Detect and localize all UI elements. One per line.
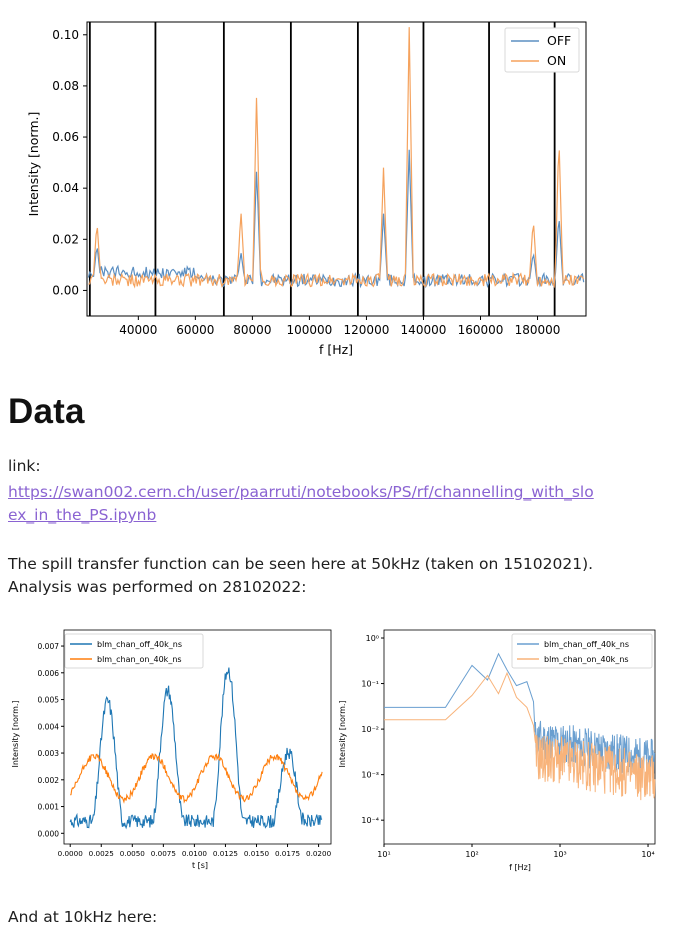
y-axis-label: Intensity [norm.] xyxy=(11,700,20,767)
plot-frame xyxy=(383,629,656,845)
y-tick-label-1: 0.001 xyxy=(38,803,60,812)
series-on xyxy=(88,27,585,289)
y-tick-label-3: 10⁻³ xyxy=(361,771,379,780)
link-line-1: https://swan002.cern.ch/user/paarruti/no… xyxy=(8,483,594,501)
spectrum-chart: 40000 60000 80000 100000 120000 140000 160000 1… xyxy=(26,21,587,357)
para-line-1: The spill transfer function can be seen … xyxy=(8,555,594,573)
x-tick-label-3: 10⁴ xyxy=(641,850,654,859)
x-tick-label-8: 0.0200 xyxy=(306,849,332,858)
notebook-link[interactable]: https://swan002.cern.ch/user/paarruti/no… xyxy=(8,483,594,524)
x-tick-label-6: 160000 xyxy=(458,323,504,337)
x-tick-label-2: 0.0050 xyxy=(120,849,146,858)
x-tick-label-0: 0.0000 xyxy=(58,849,84,858)
y-tick-label-1: 0.02 xyxy=(52,232,79,246)
x-axis-label: f [Hz] xyxy=(319,342,353,357)
legend: blm_chan_off_40k_ns blm_chan_on_40k_ns xyxy=(511,633,653,669)
y-tick-label-4: 10⁻⁴ xyxy=(361,816,379,825)
x-tick-label-0: 40000 xyxy=(119,323,157,337)
y-tick-label-0: 0.000 xyxy=(38,829,60,838)
paragraph-transfer: The spill transfer function can be seen … xyxy=(8,553,593,599)
x-tick-label-4: 120000 xyxy=(344,323,390,337)
x-tick-label-1: 60000 xyxy=(176,323,214,337)
spectrum-loglog-chart: 10¹ 10² 10³ 10⁴ 10⁰ 10⁻¹ 10⁻² 10⁻³ 10⁻⁴ Intensit… xyxy=(338,629,656,872)
y-axis-label: Intensity [norm.] xyxy=(26,112,41,217)
link-label: link: xyxy=(8,457,41,475)
x-tick-label-6: 0.0150 xyxy=(244,849,270,858)
x-tick-label-2: 80000 xyxy=(233,323,271,337)
x-tick-label-1: 10² xyxy=(465,850,478,859)
paragraph-10khz: And at 10kHz here: xyxy=(8,908,158,926)
y-tick-label-4: 0.08 xyxy=(52,79,79,93)
y-tick-label-6: 0.006 xyxy=(38,669,60,678)
y-tick-label-5: 0.005 xyxy=(38,696,60,705)
para-line-2: Analysis was performed on 28102022: xyxy=(8,578,307,596)
link-line-2: ex_in_the_PS.ipynb xyxy=(8,506,157,524)
y-tick-label-0: 0.00 xyxy=(52,283,79,297)
notebook-link-block: https://swan002.cern.ch/user/paarruti/no… xyxy=(8,481,594,527)
legend-on: blm_chan_on_40k_ns xyxy=(544,655,629,664)
legend-off: OFF xyxy=(547,33,571,48)
time-domain-chart: 0.0000 0.0025 0.0050 0.0075 0.0100 0.0125 0.01… xyxy=(11,629,332,870)
y-tick-label-0: 10⁰ xyxy=(366,634,379,643)
plot-frame xyxy=(86,21,587,317)
y-tick-label-5: 0.10 xyxy=(52,28,79,42)
y-tick-label-2: 10⁻² xyxy=(361,725,379,734)
x-tick-label-2: 10³ xyxy=(553,850,566,859)
x-tick-label-3: 0.0075 xyxy=(151,849,176,858)
series-on xyxy=(70,753,323,804)
series-off xyxy=(69,667,323,830)
y-tick-label-3: 0.06 xyxy=(52,130,79,144)
x-tick-label-0: 10¹ xyxy=(377,850,390,859)
series-off xyxy=(384,652,656,779)
x-tick-label-3: 100000 xyxy=(287,323,333,337)
y-axis-label: Intensity [norm.] xyxy=(338,700,347,767)
x-tick-label-7: 180000 xyxy=(515,323,561,337)
x-tick-label-7: 0.0175 xyxy=(275,849,300,858)
y-tick-label-3: 0.003 xyxy=(38,749,60,758)
series-on xyxy=(384,671,656,801)
legend-on: ON xyxy=(547,53,566,68)
y-tick-label-1: 10⁻¹ xyxy=(361,680,379,689)
x-axis-label: f [Hz] xyxy=(509,863,531,872)
legend: OFF ON xyxy=(504,27,580,73)
x-tick-label-5: 140000 xyxy=(401,323,447,337)
legend-on: blm_chan_on_40k_ns xyxy=(97,655,182,664)
legend-off: blm_chan_off_40k_ns xyxy=(97,640,182,649)
section-heading: Data xyxy=(8,392,85,431)
series-off xyxy=(87,149,585,289)
x-axis-label: t [s] xyxy=(192,861,208,870)
plot-frame xyxy=(63,629,332,845)
x-tick-label-5: 0.0125 xyxy=(213,849,238,858)
legend: blm_chan_off_40k_ns blm_chan_on_40k_ns xyxy=(64,633,204,669)
y-tick-label-2: 0.002 xyxy=(38,776,60,785)
x-tick-label-4: 0.0100 xyxy=(182,849,208,858)
x-tick-label-1: 0.0025 xyxy=(89,849,114,858)
legend-off: blm_chan_off_40k_ns xyxy=(544,640,629,649)
y-tick-label-7: 0.007 xyxy=(38,642,60,651)
y-tick-label-2: 0.04 xyxy=(52,181,79,195)
y-tick-label-4: 0.004 xyxy=(38,722,60,731)
